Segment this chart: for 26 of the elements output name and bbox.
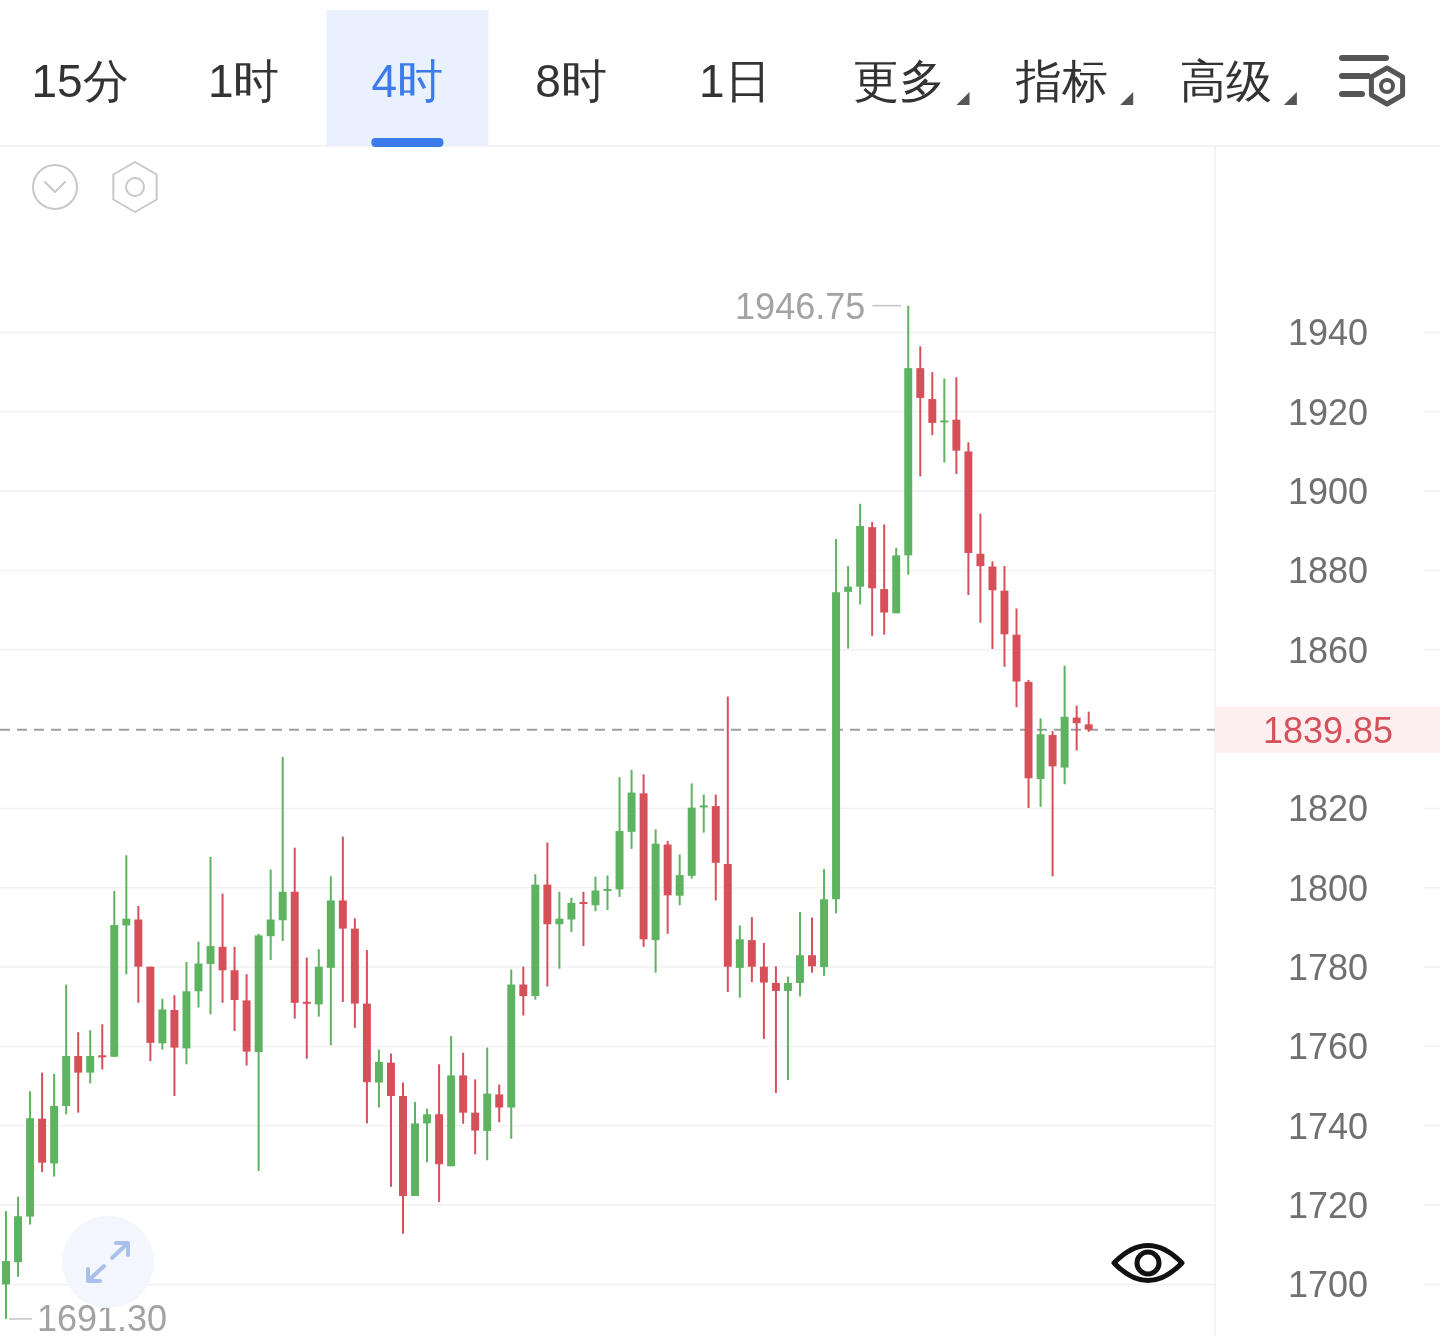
y-tick-label: 1940 bbox=[1287, 312, 1369, 354]
y-tick-label: 1760 bbox=[1287, 1026, 1369, 1068]
y-tick-label: 1880 bbox=[1287, 550, 1369, 592]
low-label: 1691.30 bbox=[8, 1297, 168, 1336]
y-tick-label: 1740 bbox=[1287, 1105, 1369, 1147]
y-tick-label: 1720 bbox=[1287, 1185, 1369, 1227]
y-tick-label: 1900 bbox=[1287, 471, 1369, 513]
tab-label: 指标 bbox=[1016, 55, 1134, 107]
tab-label: 15分 bbox=[31, 55, 129, 107]
y-tick-label: 1920 bbox=[1287, 391, 1369, 433]
tab-label: 高级 bbox=[1179, 55, 1297, 107]
tab-selected: 4时 bbox=[326, 10, 489, 147]
annotation: 1946.75 bbox=[735, 285, 866, 327]
tab-label: 更多 bbox=[852, 55, 970, 107]
tab-label: 1日 bbox=[699, 55, 771, 107]
y-tick-label: 1700 bbox=[1287, 1264, 1369, 1306]
y-tick-label: 1800 bbox=[1287, 867, 1369, 909]
y-tick-label: 1780 bbox=[1287, 947, 1369, 989]
y-tick-label: 1820 bbox=[1287, 788, 1369, 830]
ref-line-label: 1839.85 bbox=[1262, 709, 1394, 751]
annotation: 1691.30 bbox=[37, 1297, 168, 1336]
tab-label: 8时 bbox=[535, 55, 607, 107]
tab-label: 1时 bbox=[207, 55, 280, 107]
ref-line-label: 1839.85 bbox=[1216, 706, 1440, 753]
y-tick-label: 1860 bbox=[1287, 629, 1369, 671]
high-label: 1946.75 bbox=[735, 285, 902, 327]
